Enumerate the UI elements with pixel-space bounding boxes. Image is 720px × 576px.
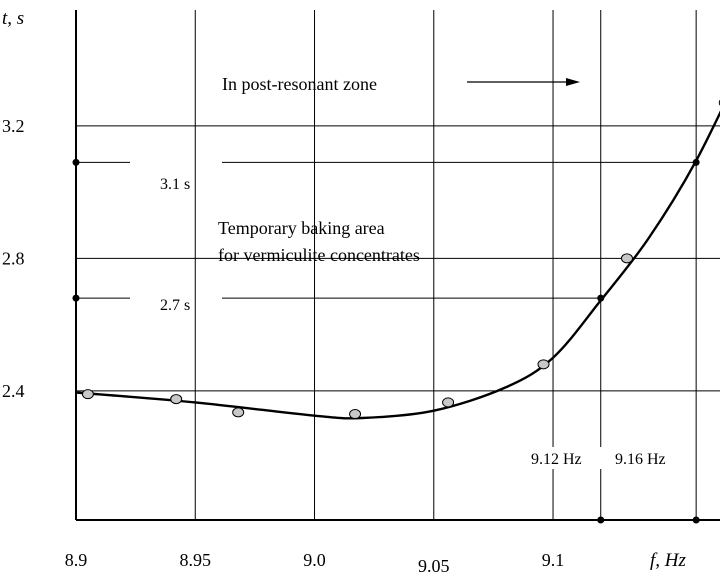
- data-point: [350, 410, 361, 419]
- y-tick-label: 2.4: [2, 381, 25, 401]
- x-tick-label: 9.0: [303, 550, 326, 570]
- marker-dot-axis: [73, 159, 80, 166]
- data-point: [82, 390, 93, 399]
- frequency-dot: [597, 517, 604, 524]
- fitted-curve: [76, 63, 720, 418]
- marker-label-2.7s: 2.7 s: [160, 297, 190, 314]
- marker-label-3.1s: 3.1 s: [160, 176, 190, 193]
- tick-labels: 8.9 8.95 9.0 9.05 9.1 2.4 2.8 3.2: [2, 116, 564, 576]
- x-tick-label: 9.1: [542, 550, 565, 570]
- axes: [76, 10, 720, 520]
- marker-dot-axis: [73, 295, 80, 302]
- data-point: [171, 395, 182, 404]
- frequency-dot: [693, 517, 700, 524]
- frequency-label-9.12: 9.12 Hz: [531, 451, 582, 468]
- data-point: [621, 254, 632, 263]
- data-point: [538, 360, 549, 369]
- x-axis-label: f, Hz: [650, 550, 687, 571]
- x-tick-label: 8.9: [65, 550, 88, 570]
- arrow-head: [566, 78, 580, 86]
- grid: [76, 10, 720, 520]
- data-point: [233, 408, 244, 417]
- markers: [73, 159, 700, 524]
- annotation-baking-area-1: Temporary baking area: [218, 218, 385, 238]
- y-tick-label: 2.8: [2, 248, 25, 268]
- frequency-label-9.16: 9.16 Hz: [615, 451, 666, 468]
- y-tick-label: 3.2: [2, 116, 25, 136]
- annotation-baking-area-2: for vermiculite concentrates: [218, 245, 420, 265]
- annotation-post-resonant: In post-resonant zone: [222, 74, 377, 94]
- x-tick-label: 8.95: [180, 550, 212, 570]
- y-axis-label: t, s: [2, 8, 24, 29]
- data-point: [443, 398, 454, 407]
- labels: t, s f, Hz In post-resonant zone Tempora…: [2, 8, 689, 571]
- x-tick-label: 9.05: [418, 556, 450, 576]
